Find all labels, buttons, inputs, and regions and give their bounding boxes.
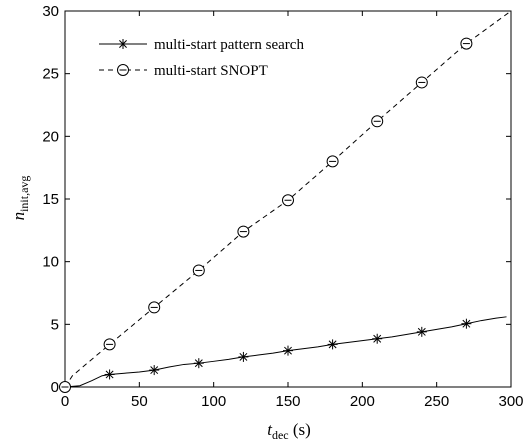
- y-tick-label: 0: [51, 379, 59, 396]
- x-tick-label: 100: [201, 393, 226, 410]
- series-line: [64, 316, 507, 388]
- x-axis-label: tdec (s): [267, 420, 311, 441]
- marker-stroke: [284, 346, 292, 355]
- asterisk-marker: [149, 365, 160, 376]
- x-tick-label: 50: [131, 393, 148, 410]
- circle-marker: [326, 155, 339, 168]
- y-tick-label: 20: [42, 128, 59, 145]
- y-tick-label: 10: [42, 254, 59, 271]
- asterisk-marker: [104, 369, 115, 380]
- series-pattern-search: [60, 316, 507, 392]
- y-axis-label-main: n: [9, 212, 28, 221]
- y-tick-label: 30: [42, 3, 59, 20]
- series-line: [64, 10, 512, 388]
- asterisk-marker: [193, 358, 204, 369]
- marker-stroke: [194, 359, 203, 368]
- marker-stroke: [417, 327, 426, 336]
- circle-marker: [415, 76, 428, 89]
- circle-marker: [460, 37, 473, 50]
- asterisk-marker: [327, 339, 338, 350]
- asterisk-marker: [461, 318, 472, 329]
- circle-marker: [237, 225, 250, 238]
- series-layer: [59, 10, 512, 393]
- x-axis-label-sub: dec: [272, 428, 289, 441]
- y-tick-label: 25: [42, 66, 59, 83]
- x-tick-label: 300: [498, 393, 523, 410]
- circle-marker: [59, 381, 71, 393]
- x-tick-label: 0: [61, 393, 69, 410]
- asterisk-marker: [416, 326, 427, 337]
- asterisk-marker: [372, 333, 383, 344]
- x-axis-label-unit: (s): [289, 420, 311, 439]
- asterisk-marker: [118, 39, 128, 49]
- y-axis-label-group: ninit,avg: [9, 176, 31, 221]
- circle-marker: [371, 115, 384, 128]
- marker-stroke: [119, 40, 127, 48]
- x-tick-label: 250: [424, 393, 449, 410]
- x-tick-label: 200: [350, 393, 375, 410]
- legend-label: multi-start SNOPT: [154, 63, 268, 79]
- circle-marker: [103, 338, 116, 351]
- legend-entry: multi-start SNOPT: [99, 63, 268, 79]
- asterisk-marker: [283, 345, 293, 356]
- legend-label: multi-start pattern search: [154, 37, 304, 53]
- y-tick-label: 5: [51, 316, 59, 333]
- y-tick-label: 15: [42, 191, 59, 208]
- circle-marker: [117, 64, 129, 76]
- marker-stroke: [328, 340, 337, 349]
- x-tick-label: 150: [275, 393, 300, 410]
- marker-stroke: [373, 334, 382, 343]
- y-axis-label-sub: init,avg: [17, 176, 31, 212]
- marker-stroke: [239, 352, 248, 361]
- y-axis-label: ninit,avg: [9, 176, 31, 221]
- legend: multi-start pattern search multi-start SN…: [99, 37, 304, 79]
- marker-stroke: [150, 366, 159, 375]
- x-axis-label-main: t: [267, 420, 273, 439]
- asterisk-marker: [238, 351, 249, 362]
- marker-stroke: [462, 319, 471, 328]
- marker-stroke: [105, 370, 114, 379]
- legend-entry: multi-start pattern search: [99, 37, 304, 53]
- circle-marker: [282, 194, 294, 207]
- axis-ticks: 0 50 100 150 200 250 300 0 5 10 15 20 25 30: [42, 3, 523, 410]
- circle-marker: [192, 264, 205, 277]
- circle-marker: [148, 301, 161, 314]
- series-snopt: [59, 10, 512, 393]
